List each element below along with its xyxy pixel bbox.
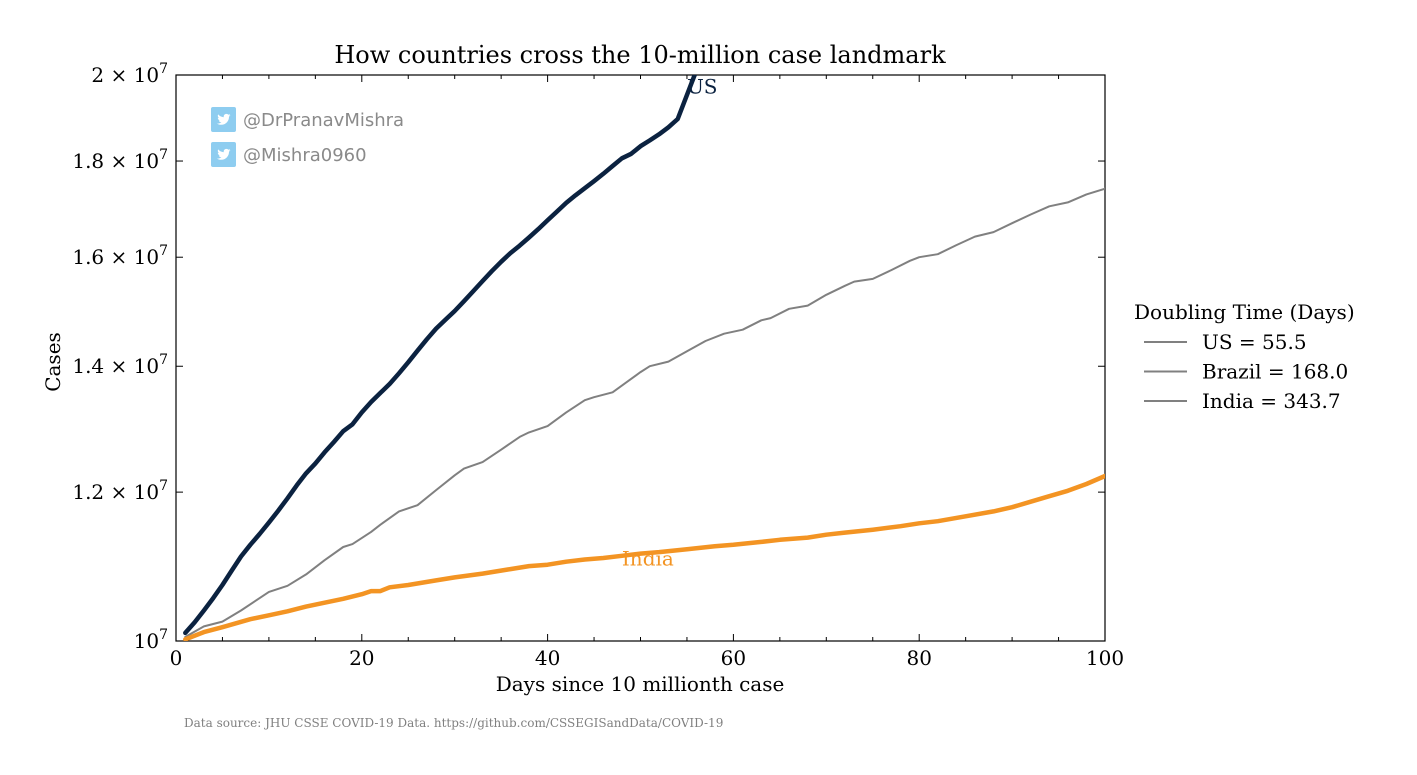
y-tick-label: 1.2 × 107 bbox=[72, 478, 168, 504]
y-tick-label: 2 × 107 bbox=[91, 61, 168, 87]
legend-entries: US = 55.5 Brazil = 168.0 India = 343.7 bbox=[1144, 330, 1348, 413]
y-tick-label: 107 bbox=[134, 627, 168, 653]
y-axis-label: Cases bbox=[41, 332, 65, 392]
plot-area: US India bbox=[175, 74, 1106, 642]
series-line-brazil bbox=[184, 187, 1105, 638]
y-axis-ticks: 107 1.2 × 107 1.4 × 107 1.6 × 107 1.8 × 107 2… bbox=[72, 61, 1105, 653]
x-tick-label: 40 bbox=[535, 646, 560, 670]
source-note: Data source: JHU CSSE COVID-19 Data. htt… bbox=[184, 716, 723, 730]
x-tick-label: 0 bbox=[170, 646, 183, 670]
y-tick-label: 1.6 × 107 bbox=[72, 243, 168, 269]
x-tick-label: 100 bbox=[1086, 646, 1124, 670]
x-tick-label: 20 bbox=[349, 646, 374, 670]
x-tick-label: 80 bbox=[906, 646, 931, 670]
x-axis-ticks: 0 20 40 60 80 100 bbox=[170, 75, 1124, 670]
series-line-india bbox=[183, 473, 1105, 641]
x-tick-label: 60 bbox=[721, 646, 746, 670]
series-layer bbox=[183, 75, 1105, 641]
twitter-bird-icon bbox=[211, 107, 236, 132]
y-tick-label: 1.4 × 107 bbox=[72, 352, 168, 378]
legend-entry: India = 343.7 bbox=[1202, 389, 1341, 413]
legend: Doubling Time (Days) US = 55.5 Brazil = 1… bbox=[1134, 300, 1355, 413]
watermark: @DrPranavMishra @Mishra0960 bbox=[211, 107, 404, 167]
chart-title: How countries cross the 10-million case … bbox=[334, 41, 946, 69]
x-axis-label: Days since 10 millionth case bbox=[496, 672, 785, 696]
watermark-account: @DrPranavMishra bbox=[243, 110, 404, 131]
series-label-india: India bbox=[622, 546, 674, 570]
legend-title: Doubling Time (Days) bbox=[1134, 300, 1355, 324]
watermark-account: @Mishra0960 bbox=[243, 145, 367, 166]
series-label-us: US bbox=[687, 75, 718, 99]
legend-entry: US = 55.5 bbox=[1202, 330, 1307, 354]
legend-entry: Brazil = 168.0 bbox=[1202, 360, 1348, 384]
y-tick-label: 1.8 × 107 bbox=[72, 147, 168, 173]
twitter-bird-icon bbox=[211, 142, 236, 167]
series-labels: US India bbox=[622, 75, 718, 571]
series-line-us bbox=[183, 75, 698, 636]
